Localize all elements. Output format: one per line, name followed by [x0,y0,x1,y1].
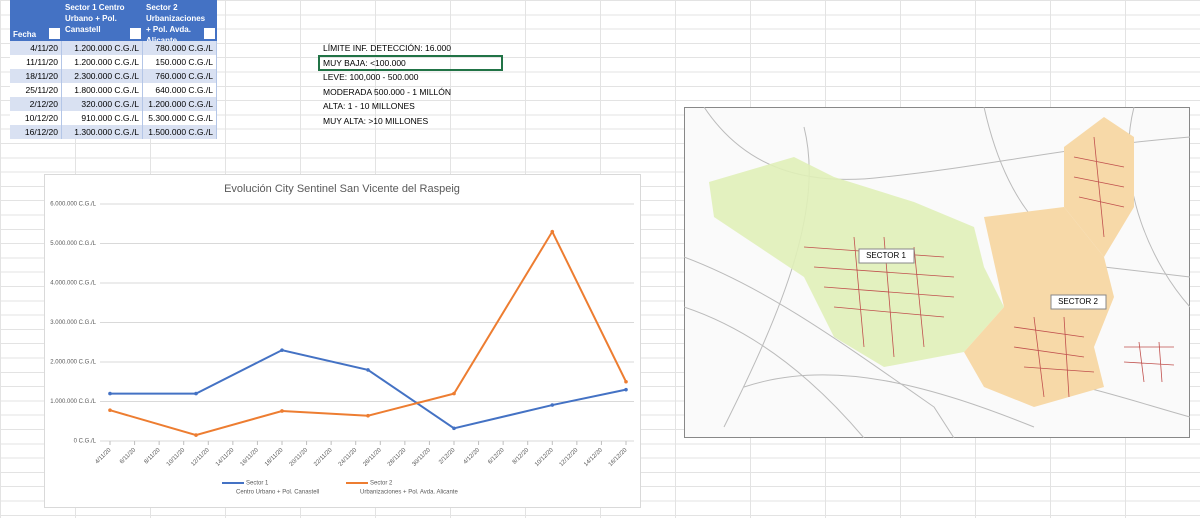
sector-2-area [964,207,1114,407]
sector-1-box [858,248,915,264]
point [280,348,284,352]
table-cell: 2/12/20 [10,97,62,111]
table-cell: 11/11/20 [10,55,62,69]
point [194,391,198,396]
y-tick-label: 3.000.000 C.G./L [50,320,96,326]
point [108,408,112,412]
chart-frame [44,174,641,508]
point [550,403,555,407]
point [624,387,628,392]
point [452,391,456,396]
level-text: MUY BAJA: <100.000 [323,57,406,68]
header-cell: Sector 2 Urbanizaciones + Pol. Avda. Ali… [143,0,217,41]
point [194,433,198,437]
table-cell: 910.000 C.G./L [62,111,143,125]
table-cell: 1.200.000 C.G./L [62,55,143,69]
table-cell: 780.000 C.G./L [143,41,217,55]
chart-title: Evolución City Sentinel San Vicente del … [224,183,460,195]
header-cell: Fecha [10,0,62,41]
table-cell: 25/11/20 [10,83,62,97]
map: SECTOR 1 SECTOR 2 [684,107,1190,438]
y-tick-label: 1.000.000 C.G./L [50,399,96,405]
table-cell: 1.300.000 C.G./L [62,125,143,139]
header-cell: Sector 1 Centro Urbano + Pol. Canastell [62,0,143,41]
level-text: LÍMITE INF. DETECCIÓN: 16.000 [323,43,452,53]
y-tick-label: 0 C.G./L [74,439,97,445]
point [108,391,112,396]
y-tick-label: 4.000.000 C.G./L [50,281,96,287]
point [366,368,370,372]
y-tick-label: 6.000.000 C.G./L [50,202,96,208]
table-cell: 1.500.000 C.G./L [143,125,217,139]
y-tick-label: 2.000.000 C.G./L [50,360,96,366]
level-text: LEVE: 100,000 - 500.000 [323,72,419,82]
table-cell: 4/11/20 [10,41,62,55]
chart: Evolución City Sentinel San Vicente del … [44,174,641,508]
table-cell: 18/11/20 [10,69,62,83]
point [550,229,555,234]
table-cell: 640.000 C.G./L [143,83,217,97]
level-text: ALTA: 1 - 10 MILLONES [323,101,415,111]
legend-detail: Centro Urbano + Pol. Canastell [236,490,319,496]
table-cell: 10/12/20 [10,111,62,125]
point [624,379,628,384]
legend-label: Sector 1 [246,481,269,487]
level-text: MODERADA 500.000 - 1 MILLÓN [323,86,452,97]
sector-2-box [1050,294,1107,310]
point [280,409,284,413]
table-cell: 2.300.000 C.G./L [62,69,143,83]
table-cell: 320.000 C.G./L [62,97,143,111]
table-cell: 1.200.000 C.G./L [62,41,143,55]
table-cell: 1.800.000 C.G./L [62,83,143,97]
table-cell: 16/12/20 [10,125,62,139]
table-cell: 1.200.000 C.G./L [143,97,217,111]
y-tick-label: 5.000.000 C.G./L [50,241,96,247]
table-cell: 760.000 C.G./L [143,69,217,83]
map-label: SECTOR 2 [1058,297,1098,306]
legend-detail: Urbanizaciones + Pol. Avda. Alicante [360,490,458,496]
level-text: MUY ALTA: >10 MILLONES [323,115,429,126]
map-label: SECTOR 1 [866,251,906,260]
selected-cell[interactable] [318,55,503,71]
legend-label: Sector 2 [370,481,393,487]
point [366,413,370,418]
table-cell: 5.300.000 C.G./L [143,111,217,125]
point [452,426,456,431]
table-cell: 150.000 C.G./L [143,55,217,69]
